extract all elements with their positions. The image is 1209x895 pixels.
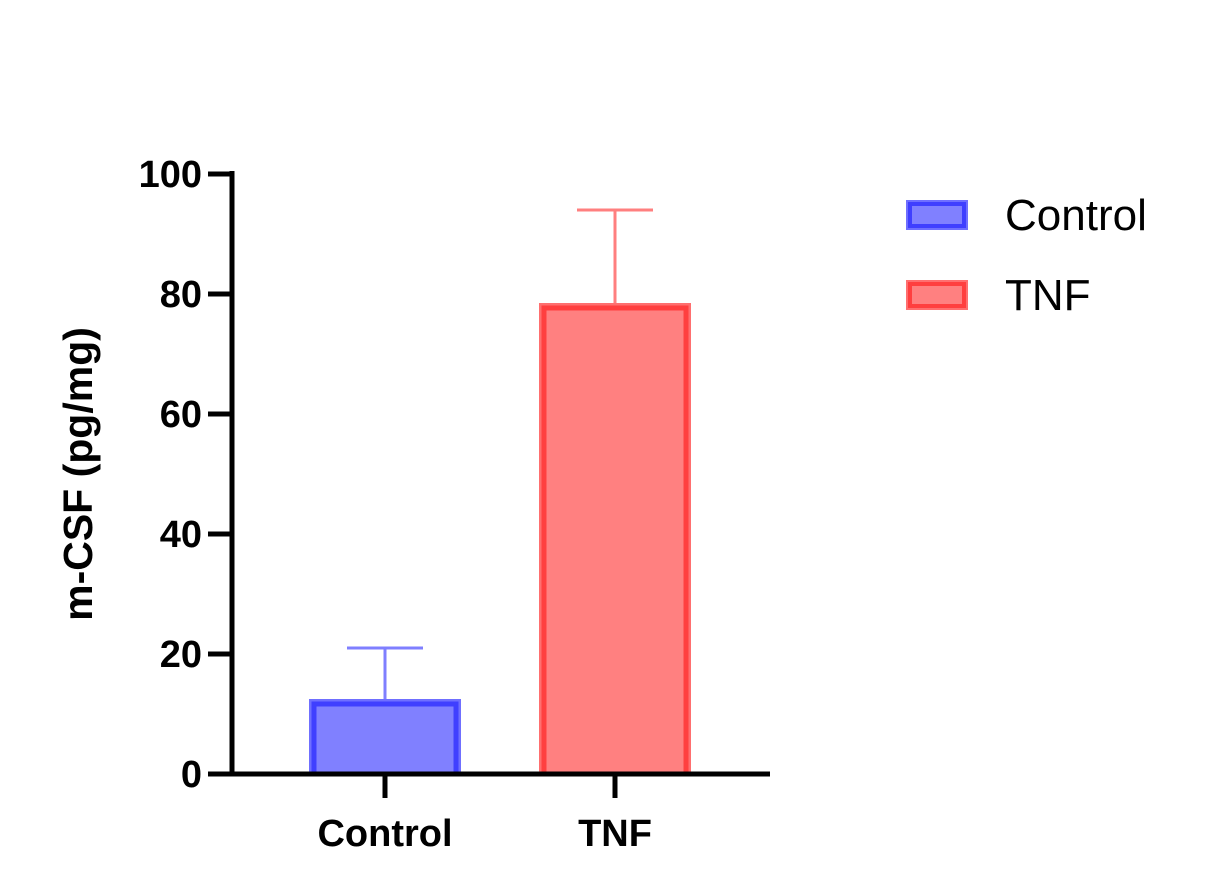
bar-tnf [541,305,689,777]
bar-control [311,701,459,777]
axes [229,171,770,777]
x-ticks: Control TNF [317,774,652,855]
y-tick-label-60: 60 [160,394,202,436]
y-tick-label-100: 100 [139,154,202,196]
x-tick-label-tnf: TNF [578,813,652,855]
y-tick-label-40: 40 [160,514,202,556]
legend-swatch-tnf [908,282,966,308]
y-tick-label-20: 20 [160,634,202,676]
y-axis-title: m-CSF (pg/mg) [55,327,101,621]
plot-area [309,208,691,777]
legend: Control TNF [906,191,1147,320]
legend-label-tnf: TNF [1005,271,1091,320]
x-tick-label-control: Control [317,813,452,855]
y-tick-label-80: 80 [160,274,202,316]
y-tick-label-0: 0 [181,754,202,796]
y-ticks: 0 20 40 60 80 100 [139,154,232,796]
legend-label-control: Control [1005,191,1147,240]
legend-swatch-control [908,202,966,228]
